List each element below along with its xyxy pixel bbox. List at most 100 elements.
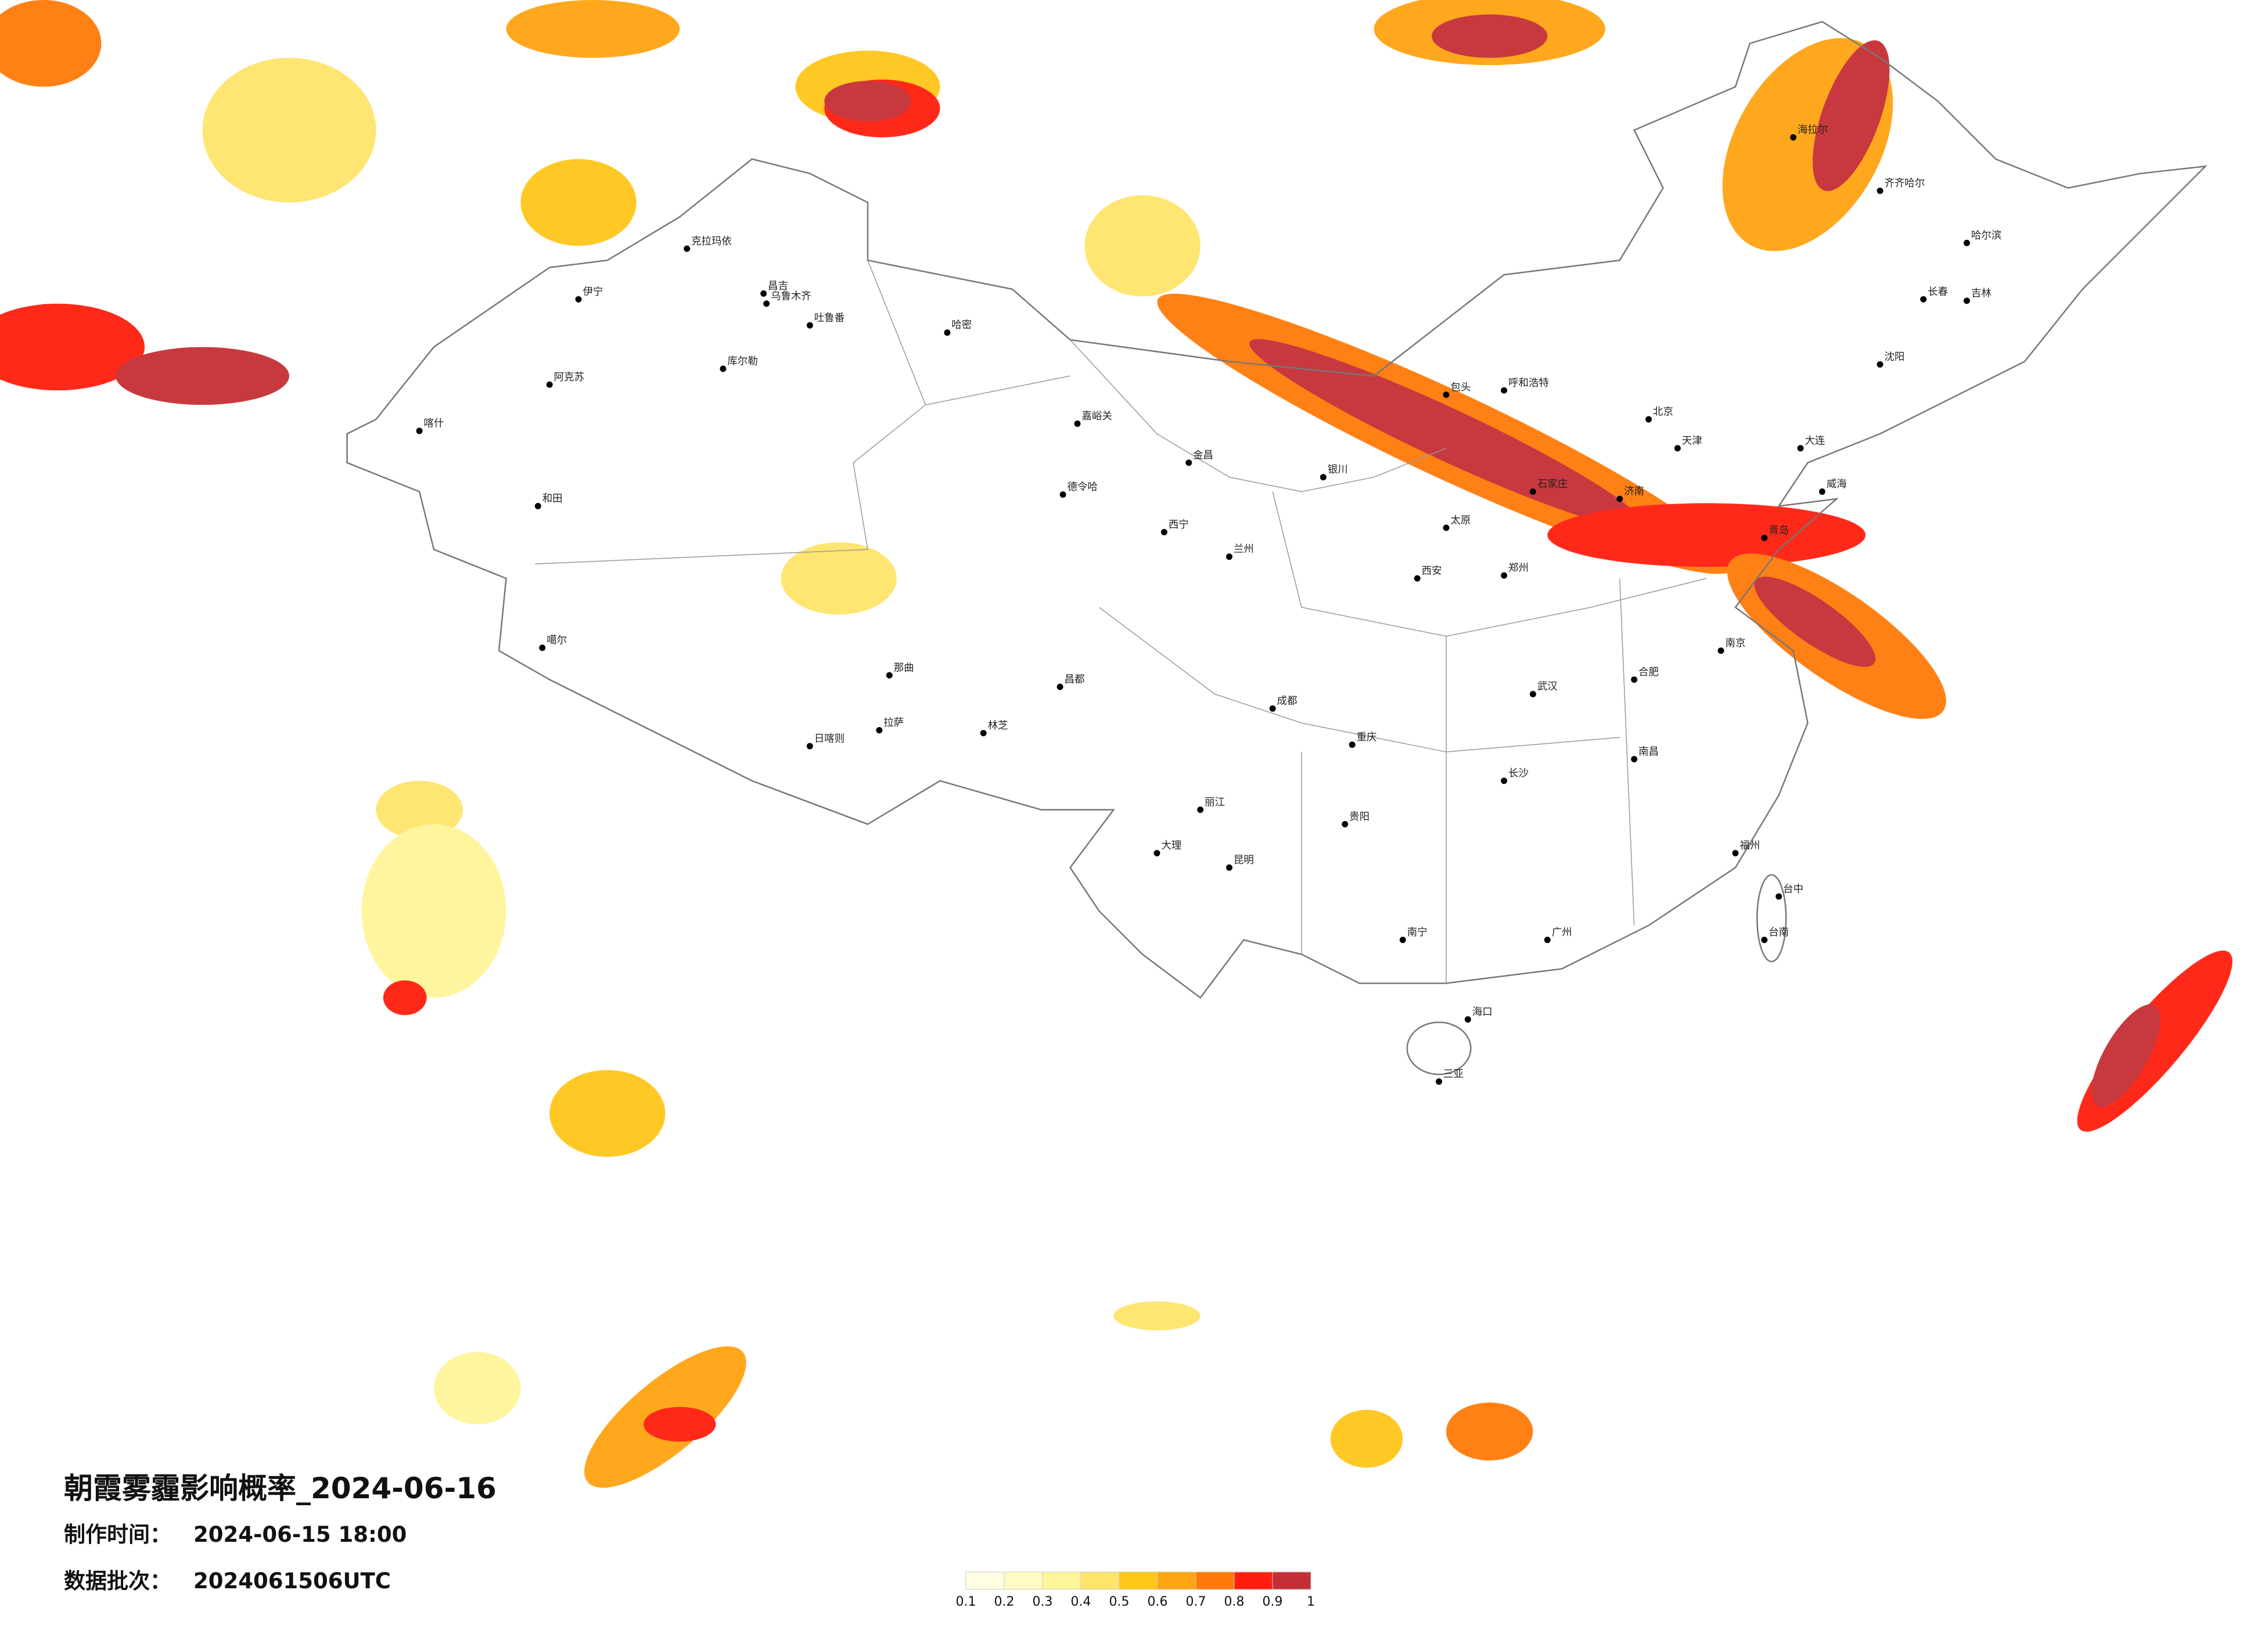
taiwan <box>1756 874 1787 963</box>
haze <box>520 159 637 246</box>
city-dot <box>1529 690 1536 697</box>
haze <box>1084 195 1201 297</box>
city-dot <box>1501 778 1508 785</box>
haze <box>0 0 102 87</box>
city-dot <box>886 672 893 679</box>
legend-swatch <box>1272 1571 1311 1590</box>
city-label: 广州 <box>1552 927 1572 938</box>
city-dot <box>575 296 582 303</box>
legend-tick-label: 0.2 <box>994 1595 1015 1609</box>
city-dot <box>1226 553 1232 560</box>
city-dot <box>1631 756 1638 762</box>
city-label: 西安 <box>1422 566 1442 577</box>
city-dot <box>1645 416 1652 423</box>
legend-swatch <box>1042 1571 1081 1590</box>
city-label: 长沙 <box>1508 768 1529 779</box>
haze <box>1547 503 1866 567</box>
legend-swatch <box>1119 1571 1158 1590</box>
legend-tick-label: 0.9 <box>1263 1595 1283 1609</box>
city-dot <box>760 290 767 297</box>
city-label: 昆明 <box>1234 855 1254 866</box>
legend-swatch <box>1004 1571 1043 1590</box>
haze <box>0 303 145 391</box>
province-borders <box>535 260 1707 984</box>
city-label: 克拉玛依 <box>691 236 732 247</box>
city-dot <box>1616 495 1623 502</box>
haze <box>1812 40 1890 192</box>
city-label: 呼和浩特 <box>1508 377 1549 389</box>
city-label: 日喀则 <box>814 733 844 744</box>
haze <box>1330 1409 1403 1468</box>
city-label: 阿克苏 <box>554 372 584 383</box>
haze <box>644 1406 716 1442</box>
legend-swatch <box>965 1571 1005 1590</box>
city-label: 大理 <box>1161 840 1181 852</box>
city-dot <box>1631 676 1638 683</box>
legend-tick-label: 0.3 <box>1033 1595 1053 1609</box>
city-label: 南宁 <box>1407 927 1428 938</box>
city-dot <box>1501 572 1508 579</box>
city-label: 齐齐哈尔 <box>1884 178 1925 189</box>
haze-field <box>0 0 2233 1488</box>
city-label: 福州 <box>1739 840 1760 852</box>
map-title: 朝霞雾霾影响概率_2024-06-16 <box>64 1472 497 1505</box>
city-label: 喀什 <box>424 418 444 430</box>
city-dot <box>546 381 553 388</box>
city-dot <box>1797 445 1804 452</box>
legend-tick-label: 0.8 <box>1224 1595 1245 1609</box>
city-dot <box>1056 684 1063 690</box>
city-label: 伊宁 <box>583 286 603 298</box>
city-dot <box>539 645 546 651</box>
city-label: 沈阳 <box>1884 351 1904 363</box>
city-label: 哈密 <box>951 319 972 331</box>
city-dot <box>720 365 727 372</box>
city-dot <box>1464 1016 1471 1023</box>
city-label: 台南 <box>1769 927 1789 938</box>
city-label: 昌吉 <box>768 280 788 292</box>
city-dot <box>1790 134 1797 141</box>
city-dot <box>1226 864 1232 871</box>
haze <box>1722 38 1893 251</box>
city-dot <box>1059 491 1066 498</box>
haze <box>506 0 680 58</box>
city-dot <box>1414 575 1421 582</box>
city-label: 武汉 <box>1537 681 1558 693</box>
haze <box>824 81 911 122</box>
city-label: 济南 <box>1624 486 1644 498</box>
city-label: 威海 <box>1827 479 1847 490</box>
haze <box>376 780 463 839</box>
city-label: 库尔勒 <box>727 356 757 368</box>
city-label: 金昌 <box>1193 449 1213 461</box>
city-label: 贵阳 <box>1349 811 1370 823</box>
city-dot <box>1185 459 1192 466</box>
haze <box>549 1070 666 1157</box>
legend-tick-label: 0.6 <box>1148 1595 1168 1609</box>
city-dot <box>980 729 987 736</box>
haze <box>1432 14 1548 58</box>
city-label: 吐鲁番 <box>814 312 844 324</box>
city-dot <box>1443 391 1450 398</box>
city-label: 合肥 <box>1638 667 1659 678</box>
haze <box>2091 1004 2161 1107</box>
city-dot <box>1349 741 1356 748</box>
legend-swatch <box>1195 1571 1235 1590</box>
city-label: 丽江 <box>1205 797 1225 808</box>
haze <box>434 1352 521 1424</box>
city-label: 南昌 <box>1638 746 1659 758</box>
city-dot <box>944 329 951 336</box>
city-dot <box>1732 850 1739 857</box>
haze <box>116 347 289 405</box>
city-label: 包头 <box>1450 382 1471 393</box>
city-label: 兰州 <box>1234 544 1254 555</box>
country-border <box>346 20 2208 999</box>
city-dot <box>1877 361 1884 368</box>
city-dot <box>1342 821 1349 828</box>
city-label: 长春 <box>1928 286 1948 298</box>
city-label: 西宁 <box>1169 519 1189 531</box>
production-time-value: 2024-06-15 18:00 <box>193 1522 407 1547</box>
city-dot <box>876 726 883 733</box>
legend: 0.1 0.2 0.3 0.4 0.5 0.6 0.7 0.8 0.9 1 <box>956 1571 1315 1609</box>
